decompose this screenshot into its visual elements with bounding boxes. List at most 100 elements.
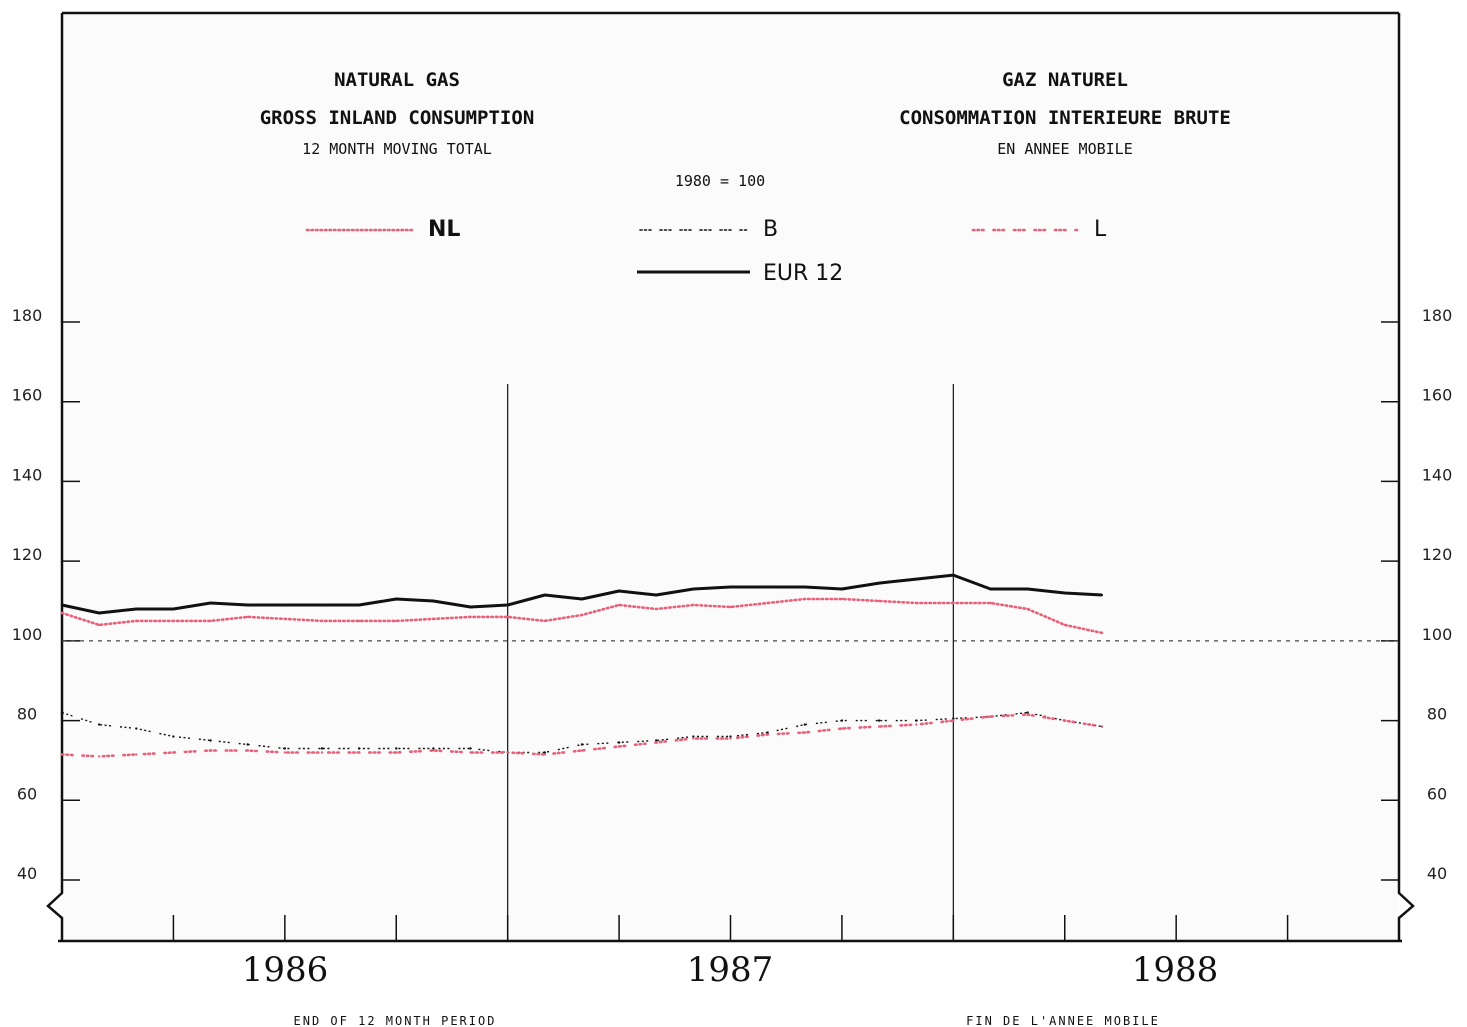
series-point-l-28 bbox=[1100, 725, 1104, 728]
y-tick-label-left-180: 180 bbox=[12, 306, 43, 325]
series-point-nl-20 bbox=[803, 597, 806, 601]
series-point-nl-16 bbox=[655, 607, 658, 611]
series-point-eur-12-25 bbox=[989, 587, 992, 591]
series-point-l-14 bbox=[580, 749, 584, 752]
series-point-nl-27 bbox=[1063, 623, 1066, 627]
series-point-b-1 bbox=[97, 723, 101, 726]
y-tick-label-left-40: 40 bbox=[17, 864, 37, 883]
series-point-b-16 bbox=[655, 739, 658, 742]
series-point-nl-23 bbox=[914, 601, 918, 605]
note-fr: EN ANNEE MOBILE bbox=[997, 140, 1132, 158]
series-point-l-12 bbox=[506, 751, 509, 754]
legend: NL B L EUR 12 bbox=[305, 217, 1107, 286]
series-point-b-4 bbox=[209, 739, 212, 742]
series-point-eur-12-23 bbox=[914, 577, 918, 581]
series-point-nl-9 bbox=[395, 619, 398, 623]
subtitle-fr: CONSOMMATION INTERIEURE BRUTE bbox=[899, 107, 1231, 129]
series-point-eur-12-8 bbox=[357, 603, 361, 607]
series-point-b-6 bbox=[283, 747, 287, 750]
series-point-b-21 bbox=[840, 719, 844, 722]
series-point-eur-12-5 bbox=[246, 603, 249, 607]
series-point-b-0 bbox=[60, 711, 64, 714]
y-tick-label-right-60: 60 bbox=[1427, 784, 1447, 803]
legend-label-eur: EUR 12 bbox=[763, 261, 843, 286]
series-point-l-18 bbox=[729, 737, 732, 740]
series-point-nl-8 bbox=[357, 619, 361, 623]
base-year-note: 1980 = 100 bbox=[675, 172, 765, 190]
series-point-l-22 bbox=[877, 725, 881, 728]
series-point-eur-12-1 bbox=[97, 611, 101, 615]
legend-label-b: B bbox=[763, 217, 778, 242]
series-point-b-23 bbox=[914, 719, 918, 722]
series-point-nl-6 bbox=[283, 617, 287, 621]
y-tick-label-right-100: 100 bbox=[1422, 625, 1453, 644]
series-point-nl-10 bbox=[432, 617, 435, 621]
y-tick-label-left-80: 80 bbox=[17, 705, 37, 724]
series-point-b-15 bbox=[617, 741, 621, 744]
series-point-eur-12-2 bbox=[135, 607, 138, 611]
series-point-eur-12-19 bbox=[766, 585, 769, 589]
series-point-l-6 bbox=[283, 751, 287, 754]
y-tick-label-right-80: 80 bbox=[1427, 705, 1447, 724]
series-point-b-13 bbox=[543, 751, 547, 754]
series-point-l-13 bbox=[543, 753, 547, 756]
series-point-l-11 bbox=[469, 751, 472, 754]
series-layer bbox=[60, 573, 1104, 758]
series-point-b-9 bbox=[395, 747, 398, 750]
series-point-l-1 bbox=[97, 755, 101, 758]
series-point-nl-24 bbox=[952, 601, 955, 605]
x-axis-ticks bbox=[172, 915, 1289, 941]
series-point-b-19 bbox=[766, 731, 769, 734]
series-point-nl-4 bbox=[209, 619, 212, 623]
series-point-l-4 bbox=[209, 749, 212, 752]
series-point-b-2 bbox=[135, 727, 138, 730]
series-point-l-3 bbox=[172, 751, 175, 754]
series-point-eur-12-10 bbox=[432, 599, 435, 603]
series-point-nl-12 bbox=[506, 615, 509, 619]
series-point-b-14 bbox=[580, 743, 584, 746]
series-point-nl-28 bbox=[1100, 631, 1104, 635]
series-point-nl-17 bbox=[692, 603, 695, 607]
legend-label-l: L bbox=[1094, 217, 1107, 242]
series-point-nl-26 bbox=[1026, 607, 1029, 611]
y-tick-label-left-60: 60 bbox=[17, 784, 37, 803]
footer-en: END OF 12 MONTH PERIOD bbox=[294, 1014, 497, 1027]
series-point-eur-12-28 bbox=[1100, 593, 1104, 597]
series-point-nl-25 bbox=[989, 601, 992, 605]
series-point-l-7 bbox=[320, 751, 324, 754]
y-axis-ticks: 40 40 60 60 80 80 100 100 120 120 140 140 160 160 180 1… bbox=[12, 306, 1453, 883]
series-point-eur-12-13 bbox=[543, 593, 547, 597]
series-point-l-27 bbox=[1063, 719, 1066, 722]
series-point-l-16 bbox=[655, 741, 658, 744]
series-point-b-8 bbox=[357, 747, 361, 750]
series-point-l-20 bbox=[803, 731, 806, 734]
series-point-nl-22 bbox=[877, 599, 881, 603]
series-point-eur-12-18 bbox=[729, 585, 732, 589]
series-point-eur-12-4 bbox=[209, 601, 212, 605]
series-point-b-26 bbox=[1026, 711, 1029, 714]
series-point-b-18 bbox=[729, 735, 732, 738]
series-point-eur-12-17 bbox=[692, 587, 695, 591]
series-point-b-20 bbox=[803, 723, 806, 726]
y-tick-label-right-180: 180 bbox=[1422, 306, 1453, 325]
x-tick-label-1988: 1988 bbox=[1132, 950, 1219, 990]
series-point-l-15 bbox=[617, 745, 621, 748]
note-en: 12 MONTH MOVING TOTAL bbox=[302, 140, 492, 158]
y-tick-label-left-100: 100 bbox=[12, 625, 43, 644]
y-tick-label-right-40: 40 bbox=[1427, 864, 1447, 883]
series-point-b-17 bbox=[692, 735, 695, 738]
series-point-eur-12-22 bbox=[877, 581, 881, 585]
frame-panel bbox=[62, 13, 1399, 941]
footer-fr: FIN DE L'ANNEE MOBILE bbox=[966, 1014, 1160, 1027]
series-point-nl-2 bbox=[135, 619, 138, 623]
series-point-eur-12-6 bbox=[283, 603, 287, 607]
series-point-l-23 bbox=[914, 723, 918, 726]
series-point-b-24 bbox=[952, 717, 955, 720]
series-point-nl-13 bbox=[543, 619, 547, 623]
series-point-eur-12-26 bbox=[1026, 587, 1029, 591]
series-point-eur-12-0 bbox=[60, 603, 64, 607]
subtitle-en: GROSS INLAND CONSUMPTION bbox=[260, 107, 535, 129]
series-point-nl-19 bbox=[766, 601, 769, 605]
series-point-b-10 bbox=[432, 747, 435, 750]
